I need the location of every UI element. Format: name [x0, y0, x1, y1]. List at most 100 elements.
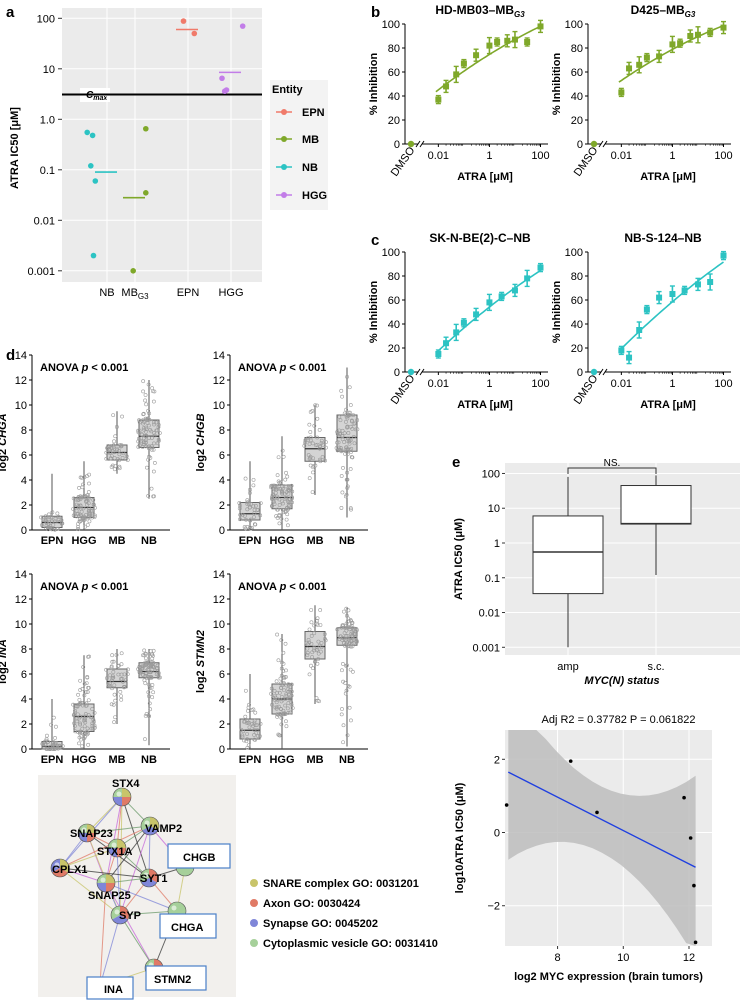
box-point — [44, 747, 49, 751]
box-point — [258, 513, 263, 518]
box-point — [84, 730, 89, 734]
box-point — [144, 656, 148, 661]
curve-point — [473, 311, 480, 318]
box-point — [147, 701, 152, 706]
box-ytick-label: 0 — [219, 525, 225, 537]
box-point — [108, 450, 112, 455]
box-point — [90, 721, 95, 726]
panel-label-a: a — [6, 4, 15, 21]
box-point — [74, 497, 79, 502]
box-point — [141, 436, 146, 441]
box-point — [154, 428, 159, 433]
box-point — [282, 676, 287, 681]
box-point — [347, 385, 352, 390]
box-point — [55, 744, 60, 749]
box-point — [148, 670, 153, 674]
box-point — [82, 732, 87, 737]
panel-label-e: e — [452, 454, 460, 471]
box-point — [284, 724, 289, 729]
box-point — [308, 438, 313, 443]
boxplot-chgb: 0 2 4 6 8 10 12 14 log2 CHGB ANOVA p < 0.001 EPN HG… — [195, 350, 368, 547]
box-point — [83, 524, 88, 529]
panel-a-ytick-label: 100 — [37, 13, 55, 25]
curve-ytick-label: 20 — [388, 343, 400, 355]
panel-label-c: c — [371, 232, 379, 249]
box-point — [310, 441, 315, 446]
curve-ytick-label: 40 — [388, 319, 400, 331]
box-point — [344, 621, 349, 626]
box-point — [42, 742, 47, 747]
box-point — [313, 463, 318, 468]
box-point — [41, 742, 46, 747]
box-point — [117, 464, 122, 469]
box-xtick-label: HGG — [71, 535, 96, 547]
box-point — [280, 486, 285, 491]
network-node-shine — [54, 862, 60, 868]
box-point — [350, 621, 354, 626]
box-point — [276, 455, 281, 460]
network-node-shine — [143, 872, 149, 878]
box-point — [109, 664, 114, 669]
box-point — [339, 712, 344, 717]
curve-ytick-label: 100 — [565, 19, 583, 31]
box-point — [344, 445, 349, 450]
box-point — [151, 648, 156, 653]
box-point — [275, 714, 280, 719]
box-point — [245, 732, 249, 736]
box-point — [43, 517, 48, 522]
box-point — [287, 696, 292, 701]
box-point — [275, 690, 279, 695]
panel-e-scatter-xtick-label: 12 — [683, 952, 695, 964]
box-point — [340, 434, 345, 438]
box-point — [81, 665, 86, 669]
box-point — [78, 721, 82, 726]
box-point — [248, 501, 253, 506]
box-point — [110, 659, 115, 664]
panel-e-scatter-xtick-label: 8 — [555, 952, 561, 964]
curve-xtick-label: 100 — [531, 150, 549, 162]
box-point — [347, 447, 352, 452]
box-point — [152, 433, 157, 438]
box-point — [308, 435, 313, 440]
panel-e-xtick-label: amp — [557, 661, 578, 673]
box-point — [147, 444, 151, 449]
box-point — [324, 445, 328, 450]
box-point — [278, 681, 283, 686]
curve-point — [626, 65, 633, 72]
box-point — [45, 733, 49, 738]
box-point — [345, 477, 350, 482]
box-point — [142, 420, 146, 424]
box-point — [112, 456, 117, 460]
network-edge — [119, 825, 151, 916]
box-ytick-label: 2 — [219, 719, 225, 731]
box-point — [254, 723, 259, 728]
box-point — [60, 744, 65, 749]
panel-a-plot-bg — [62, 8, 262, 282]
network-label-ina: INA — [104, 984, 123, 996]
box-point — [49, 515, 54, 519]
box-point — [242, 738, 246, 743]
panel-a-xtick-epn: EPN — [177, 287, 200, 299]
curve-xtick-label: 0.01 — [611, 378, 632, 390]
curve-point — [511, 287, 518, 294]
box-point — [344, 688, 349, 693]
box-point — [346, 410, 351, 415]
box-point — [141, 417, 146, 422]
box-point — [144, 662, 149, 667]
network-node-stx4 — [122, 797, 131, 806]
box-point — [349, 419, 354, 424]
box-point — [109, 456, 113, 461]
point-hgg — [219, 75, 225, 82]
network-node-stx1a — [117, 839, 126, 848]
box-ytick-label: 10 — [15, 619, 27, 631]
box-point — [349, 642, 354, 646]
box-point — [143, 651, 148, 656]
curve-point — [677, 40, 684, 47]
box-point — [48, 744, 53, 749]
box-point — [144, 712, 149, 716]
curve-point — [460, 319, 467, 326]
box-ylabel: log2 STMN2 — [195, 630, 207, 693]
panel-a-ylabel: ATRA IC50 [μM] — [9, 107, 21, 189]
curve-point — [460, 60, 467, 67]
box-ytick-label: 4 — [21, 475, 27, 487]
